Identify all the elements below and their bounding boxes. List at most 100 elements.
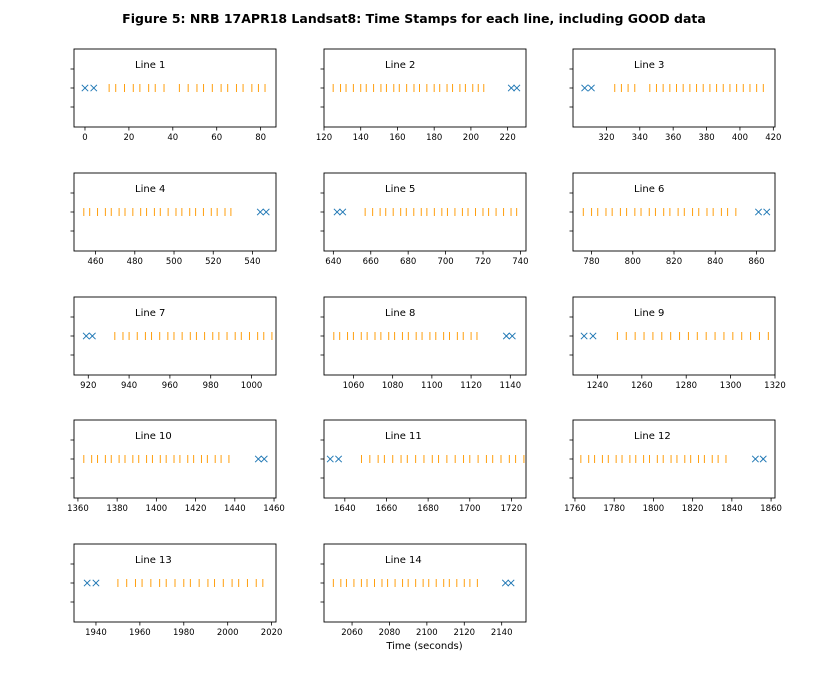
x-tick-label: 1080 (382, 381, 404, 391)
panel-title: Line 6 (634, 184, 664, 195)
x-tick-label: 1400 (146, 504, 168, 514)
x-tick-label: 1000 (241, 381, 263, 391)
panel-title: Line 11 (385, 431, 422, 442)
timestamp-x-marker (83, 579, 91, 587)
panel-title: Line 9 (634, 308, 664, 319)
x-stroke (751, 455, 759, 463)
x-stroke (339, 208, 347, 216)
x-tick-label: 2000 (217, 628, 239, 638)
x-tick-label: 1120 (460, 381, 482, 391)
x-tick-label: 1700 (459, 504, 481, 514)
figure-title: Figure 5: NRB 17APR18 Landsat8: Time Sta… (122, 11, 706, 26)
x-tick-label: 20 (123, 133, 134, 143)
x-tick-label: 220 (500, 133, 516, 143)
x-stroke (335, 455, 343, 463)
x-tick-label: 860 (748, 257, 764, 267)
timestamp-x-marker (254, 455, 262, 463)
x-tick-label: 820 (666, 257, 682, 267)
timestamp-x-marker (507, 84, 515, 92)
x-stroke (256, 208, 264, 216)
x-tick-label: 340 (632, 133, 648, 143)
panel-title: Line 7 (135, 308, 165, 319)
timestamp-x-marker (88, 332, 96, 340)
x-tick-label: 1420 (185, 504, 207, 514)
x-tick-label: 1720 (501, 504, 523, 514)
subplot-14: 2060 2080 2100 2120 2140 Line 14 (320, 543, 527, 638)
axes-frame (323, 419, 527, 499)
x-tick-label: 1240 (587, 381, 609, 391)
timestamp-x-marker (81, 84, 89, 92)
x-stroke (260, 455, 268, 463)
panel-title: Line 4 (135, 184, 165, 195)
x-tick-label: 2100 (416, 628, 438, 638)
x-tick-label: 1640 (334, 504, 356, 514)
x-stroke (262, 208, 270, 216)
x-tick-label: 180 (426, 133, 442, 143)
x-tick-label: 920 (80, 381, 96, 391)
x-stroke (81, 84, 89, 92)
x-tick-label: 680 (400, 257, 416, 267)
timestamp-x-marker (262, 208, 270, 216)
x-tick-label: 2140 (491, 628, 513, 638)
x-stroke (763, 208, 771, 216)
panel-title: Line 8 (385, 308, 415, 319)
timestamp-x-marker (501, 579, 509, 587)
panel-title: Line 10 (135, 431, 172, 442)
x-tick-label: 780 (583, 257, 599, 267)
timestamp-x-marker (580, 332, 588, 340)
x-tick-label: 140 (353, 133, 369, 143)
x-tick-label: 1940 (85, 628, 107, 638)
x-tick-label: 80 (255, 133, 266, 143)
subplot-1: 0 20 40 60 80 Line 1 (70, 48, 277, 143)
x-tick-label: 800 (625, 257, 641, 267)
x-stroke (92, 579, 100, 587)
x-stroke (581, 84, 589, 92)
axes-frame (73, 48, 277, 128)
timestamp-x-marker (589, 332, 597, 340)
x-stroke (507, 579, 515, 587)
timestamp-x-marker (90, 84, 98, 92)
x-tick-label: 1280 (675, 381, 697, 391)
x-tick-label: 960 (162, 381, 178, 391)
x-tick-label: 840 (707, 257, 723, 267)
axes-frame (73, 419, 277, 499)
timestamp-x-marker (82, 332, 90, 340)
x-tick-label: 1320 (764, 381, 786, 391)
subplot-8: 1060 1080 1100 1120 1140 Line 8 (320, 296, 527, 391)
x-stroke (580, 332, 588, 340)
axes-frame (572, 296, 776, 376)
x-tick-label: 1440 (224, 504, 246, 514)
x-tick-label: 1260 (631, 381, 653, 391)
x-stroke (587, 84, 595, 92)
x-tick-label: 1680 (417, 504, 439, 514)
x-stroke (507, 84, 515, 92)
x-tick-label: 1840 (721, 504, 743, 514)
x-tick-label: 1300 (720, 381, 742, 391)
timestamp-x-marker (513, 84, 521, 92)
x-stroke (508, 332, 516, 340)
subplot-2: 120 140 160 180 200 220 Line 2 (316, 48, 527, 143)
timestamp-x-marker (507, 579, 515, 587)
timestamp-x-marker (326, 455, 334, 463)
x-tick-label: 0 (82, 133, 87, 143)
x-tick-label: 380 (698, 133, 714, 143)
x-stroke (82, 332, 90, 340)
x-tick-label: 2020 (261, 628, 283, 638)
x-tick-label: 720 (475, 257, 491, 267)
subplot-13: 1940 1960 1980 2000 2020 Line 13 (70, 543, 283, 638)
x-tick-label: 940 (121, 381, 137, 391)
x-stroke (326, 455, 334, 463)
x-stroke (254, 455, 262, 463)
x-stroke (759, 455, 767, 463)
x-stroke (501, 579, 509, 587)
x-tick-label: 700 (437, 257, 453, 267)
subplot-5: 640 660 680 700 720 740 Line 5 (320, 172, 529, 267)
axes-frame (323, 296, 527, 376)
x-stroke (88, 332, 96, 340)
x-tick-label: 2060 (341, 628, 363, 638)
x-axis-label: Time (seconds) (386, 641, 463, 652)
timestamp-x-marker (339, 208, 347, 216)
x-tick-label: 460 (87, 257, 103, 267)
x-stroke (589, 332, 597, 340)
